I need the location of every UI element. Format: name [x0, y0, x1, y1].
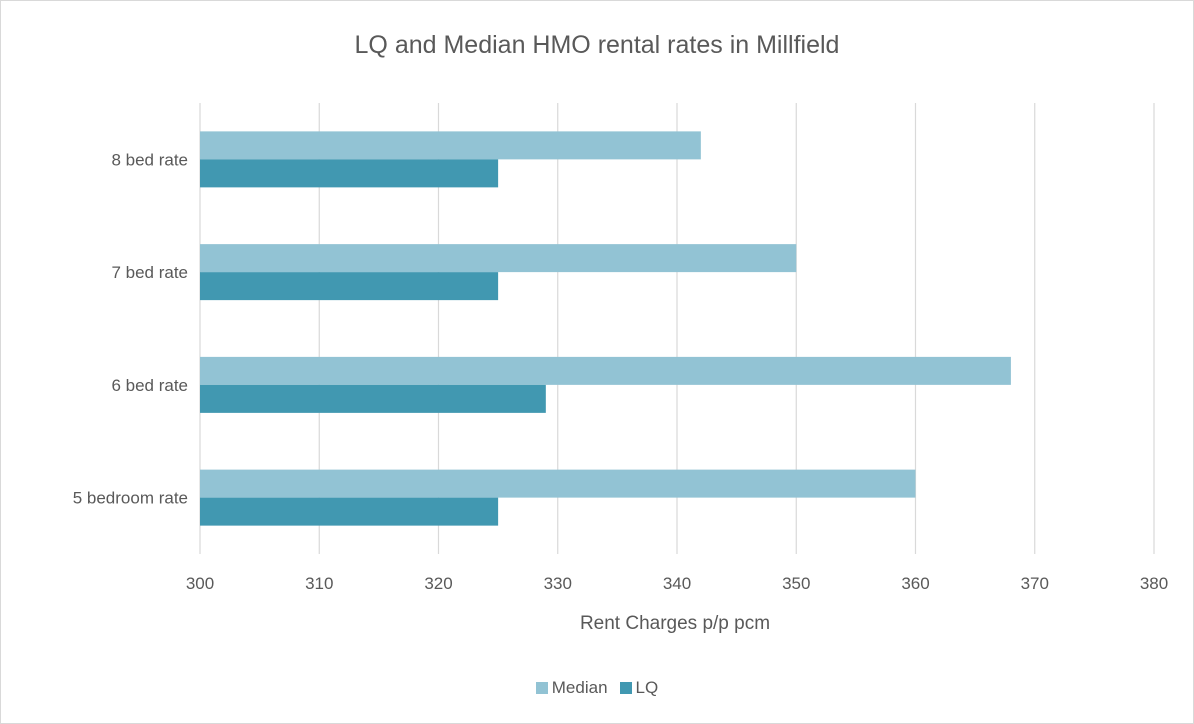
- legend-label-median: Median: [551, 678, 608, 697]
- legend-label-lq: LQ: [635, 678, 659, 697]
- bar-lq-2: [200, 272, 499, 301]
- x-tick-label: 320: [424, 574, 452, 593]
- bar-median-1: [200, 356, 1011, 385]
- x-axis-title: Rent Charges p/p pcm: [580, 613, 770, 634]
- x-tick-label: 310: [305, 574, 333, 593]
- bar-median-2: [200, 244, 797, 273]
- y-axis-labels: 5 bedroom rate 6 bed rate 7 bed rate 8 bed …: [73, 150, 188, 507]
- bar-median-3: [200, 131, 701, 160]
- bar-lq-1: [200, 384, 546, 413]
- legend-swatch-median: [535, 682, 548, 694]
- x-tick-label: 370: [1021, 574, 1049, 593]
- y-tick-label: 7 bed rate: [111, 263, 188, 282]
- bars: [200, 131, 1011, 526]
- x-axis-labels: 300 310 320 330 340 350 360 370 380: [186, 574, 1168, 593]
- legend-swatch-lq: [619, 682, 632, 694]
- y-tick-label: 8 bed rate: [111, 150, 188, 169]
- legend: Median LQ: [1, 678, 1193, 698]
- x-tick-label: 360: [901, 574, 929, 593]
- x-tick-label: 340: [663, 574, 691, 593]
- x-tick-label: 300: [186, 574, 214, 593]
- legend-item-median: Median: [535, 678, 608, 698]
- y-tick-label: 5 bedroom rate: [73, 489, 188, 508]
- x-tick-label: 350: [782, 574, 810, 593]
- y-tick-label: 6 bed rate: [111, 376, 188, 395]
- x-tick-label: 330: [544, 574, 572, 593]
- legend-item-lq: LQ: [619, 678, 659, 698]
- bar-lq-3: [200, 159, 499, 188]
- bar-median-0: [200, 469, 916, 498]
- bar-lq-0: [200, 497, 499, 526]
- chart-title: LQ and Median HMO rental rates in Millfi…: [354, 31, 840, 59]
- x-tick-label: 380: [1140, 574, 1168, 593]
